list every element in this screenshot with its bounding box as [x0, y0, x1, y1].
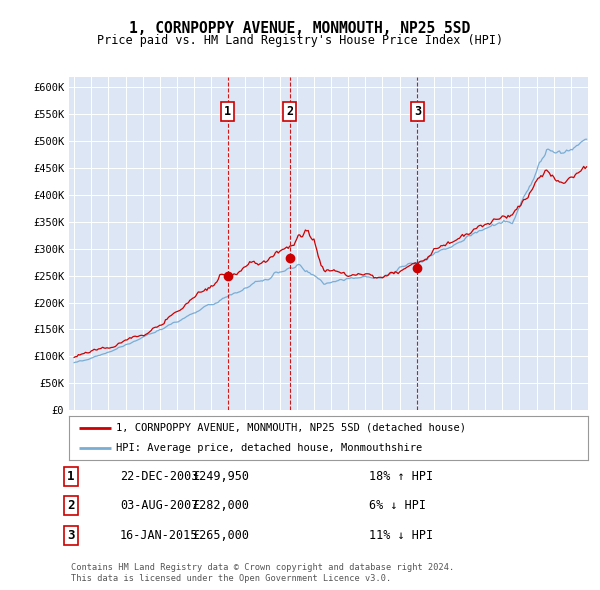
Text: 1, CORNPOPPY AVENUE, MONMOUTH, NP25 5SD: 1, CORNPOPPY AVENUE, MONMOUTH, NP25 5SD [130, 21, 470, 36]
Text: 22-DEC-2003: 22-DEC-2003 [120, 470, 199, 483]
Text: This data is licensed under the Open Government Licence v3.0.: This data is licensed under the Open Gov… [71, 573, 391, 583]
Text: 6% ↓ HPI: 6% ↓ HPI [369, 499, 426, 512]
Text: Price paid vs. HM Land Registry's House Price Index (HPI): Price paid vs. HM Land Registry's House … [97, 34, 503, 47]
Text: £249,950: £249,950 [192, 470, 249, 483]
Text: £282,000: £282,000 [192, 499, 249, 512]
Text: 3: 3 [414, 105, 421, 118]
Text: 1, CORNPOPPY AVENUE, MONMOUTH, NP25 5SD (detached house): 1, CORNPOPPY AVENUE, MONMOUTH, NP25 5SD … [116, 423, 466, 433]
Text: 03-AUG-2007: 03-AUG-2007 [120, 499, 199, 512]
Text: 1: 1 [67, 470, 74, 483]
Text: HPI: Average price, detached house, Monmouthshire: HPI: Average price, detached house, Monm… [116, 443, 422, 453]
Text: 3: 3 [67, 529, 74, 542]
Text: 1: 1 [224, 105, 232, 118]
Text: Contains HM Land Registry data © Crown copyright and database right 2024.: Contains HM Land Registry data © Crown c… [71, 563, 454, 572]
Text: 16-JAN-2015: 16-JAN-2015 [120, 529, 199, 542]
Text: £265,000: £265,000 [192, 529, 249, 542]
Text: 18% ↑ HPI: 18% ↑ HPI [369, 470, 433, 483]
Text: 11% ↓ HPI: 11% ↓ HPI [369, 529, 433, 542]
Text: 2: 2 [67, 499, 74, 512]
Text: 2: 2 [286, 105, 293, 118]
